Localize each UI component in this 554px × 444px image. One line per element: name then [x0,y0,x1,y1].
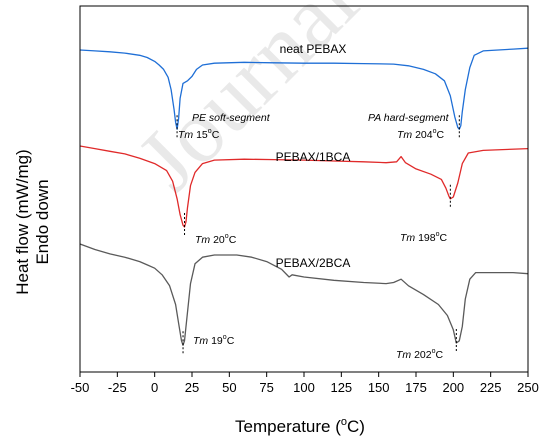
series-label-2: PEBAX/2BCA [276,256,351,270]
tm-annotation: Tm 204oC [397,128,445,141]
x-tick-label: -25 [108,380,127,395]
x-tick-label: 100 [293,380,315,395]
tm-annotation: Tm 20oC [195,233,237,246]
series-line-1 [79,145,529,228]
x-tick-label: -50 [71,380,90,395]
series-label-1: PEBAX/1BCA [276,150,351,164]
segment-label: PA hard-segment [368,112,450,124]
y-axis-title-line1: Heat flow (mW/mg) [13,149,32,294]
tm-annotation: Tm 19oC [193,334,235,347]
tm-annotation: Tm 198oC [400,231,448,244]
x-tick-label: 200 [442,380,464,395]
series-label-0: neat PEBAX [280,42,347,56]
x-tick-label: 225 [480,380,502,395]
x-tick-label: 50 [222,380,236,395]
x-tick-label: 175 [405,380,427,395]
x-tick-label: 150 [368,380,390,395]
watermark: Journal [119,0,376,209]
x-tick-label: 250 [517,380,539,395]
x-tick-label: 125 [330,380,352,395]
segment-label: PE soft-segment [192,112,271,124]
y-axis-title-line2: Endo down [33,179,52,264]
x-tick-label: 0 [151,380,158,395]
tm-annotation: Tm 15oC [178,128,220,141]
x-axis-title: Temperature (oC) [235,416,365,436]
series-line-0 [79,47,529,130]
x-tick-label: 75 [259,380,273,395]
tm-annotation: Tm 202oC [396,348,444,361]
series-line-2 [79,243,529,346]
x-tick-label: 25 [185,380,199,395]
